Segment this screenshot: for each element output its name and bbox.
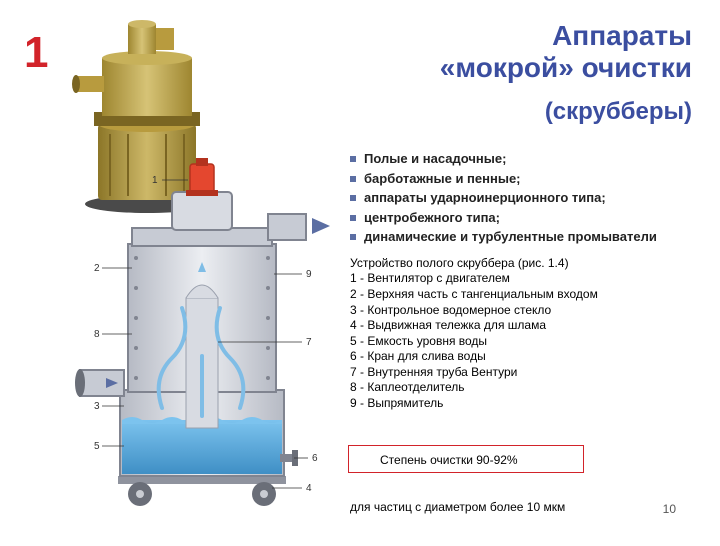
svg-text:2: 2 — [94, 263, 100, 274]
page-number: 10 — [663, 502, 676, 516]
svg-text:1: 1 — [152, 175, 158, 186]
title-line-3: (скрубберы) — [440, 98, 692, 126]
desc-line: 5 - Емкость уровня воды — [350, 334, 702, 350]
svg-text:7: 7 — [306, 337, 312, 348]
desc-line: 9 - Выпрямитель — [350, 396, 702, 412]
svg-text:3: 3 — [94, 401, 100, 412]
svg-text:4: 4 — [306, 483, 312, 494]
svg-text:9: 9 — [306, 269, 312, 280]
text-column: Полые и насадочные; барботажные и пенные… — [350, 150, 702, 546]
svg-text:6: 6 — [312, 453, 318, 464]
svg-text:5: 5 — [94, 441, 100, 452]
list-item: аппараты ударноинерционного типа; — [350, 189, 702, 207]
desc-line: 2 - Верхняя часть с тангенциальным входо… — [350, 287, 702, 303]
desc-line: Устройство полого скруббера (рис. 1.4) — [350, 256, 702, 272]
slide-index-number: 1 — [24, 28, 48, 78]
bullet-list: Полые и насадочные; барботажные и пенные… — [350, 150, 702, 246]
description-block: Устройство полого скруббера (рис. 1.4) 1… — [350, 256, 702, 412]
efficiency-block: Степень очистки 90-92% для частиц с диам… — [350, 422, 702, 546]
title-line-1: Аппараты — [440, 20, 692, 52]
slide-title: Аппараты «мокрой» очистки (скрубберы) — [440, 20, 692, 126]
desc-line: 8 - Каплеотделитель — [350, 380, 702, 396]
list-item: барботажные и пенные; — [350, 170, 702, 188]
highlight-box — [348, 445, 584, 473]
efficiency-line-2: для частиц с диаметром более 10 мкм — [350, 500, 702, 516]
list-item: Полые и насадочные; — [350, 150, 702, 168]
slide: 1 Аппараты «мокрой» очистки (скрубберы) — [0, 0, 720, 540]
desc-line: 1 - Вентилятор с двигателем — [350, 271, 702, 287]
list-item: динамические и турбулентные промыватели — [350, 228, 702, 246]
list-item: центробежного типа; — [350, 209, 702, 227]
svg-text:8: 8 — [94, 329, 100, 340]
desc-line: 6 - Кран для слива воды — [350, 349, 702, 365]
desc-line: 3 - Контрольное водомерное стекло — [350, 303, 702, 319]
desc-line: 4 - Выдвижная тележка для шлама — [350, 318, 702, 334]
title-line-2: «мокрой» очистки — [440, 52, 692, 84]
scrubber-diagram: 2 8 3 5 9 7 6 4 1 — [62, 158, 340, 510]
desc-line: 7 - Внутренняя труба Вентури — [350, 365, 702, 381]
